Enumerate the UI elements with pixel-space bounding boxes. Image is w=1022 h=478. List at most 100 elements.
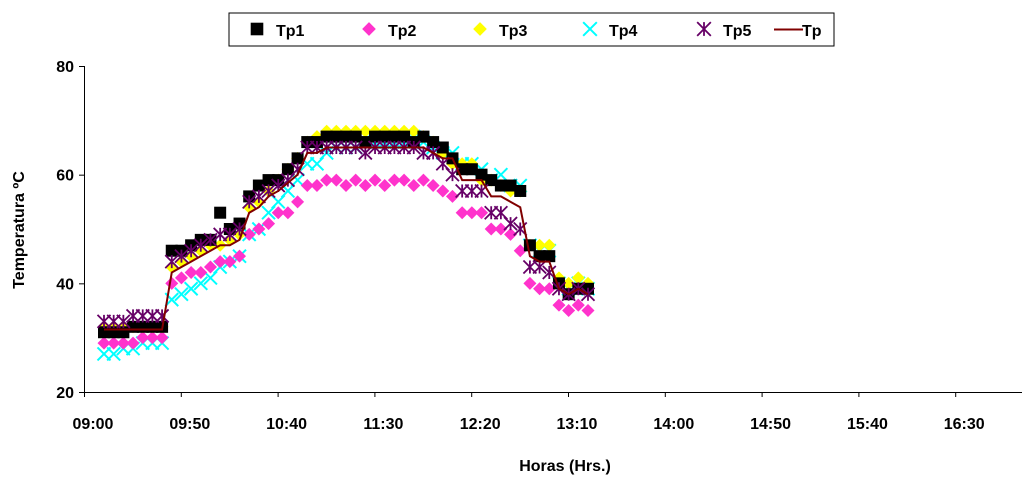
- x-tick-label: 13:10: [557, 416, 598, 433]
- legend-item-tp: Tp: [774, 23, 822, 40]
- point-tp2: [494, 222, 508, 236]
- legend-marker: [250, 22, 264, 36]
- x-axis-title: Horas (Hrs.): [519, 458, 611, 475]
- point-tp2: [397, 173, 411, 187]
- point-tp1: [485, 174, 498, 187]
- point-tp2: [174, 271, 188, 285]
- point-tp1: [388, 130, 401, 143]
- point-tp1: [543, 250, 556, 263]
- point-tp2: [310, 179, 324, 193]
- point-tp2: [203, 260, 217, 274]
- point-tp5: [203, 232, 218, 248]
- legend-label: Tp3: [499, 23, 528, 40]
- point-tp1: [291, 152, 304, 165]
- point-tp1: [320, 130, 333, 143]
- point-tp2: [300, 179, 314, 193]
- point-tp4: [106, 346, 121, 362]
- point-tp2: [504, 227, 518, 241]
- point-tp2: [542, 282, 556, 296]
- point-tp2: [184, 265, 198, 279]
- point-tp1: [504, 179, 517, 192]
- point-tp2: [465, 206, 479, 220]
- x-tick-label: 11:30: [363, 416, 403, 433]
- x-tick-label: 16:30: [944, 416, 985, 433]
- point-tp1: [475, 168, 488, 181]
- point-tp2: [358, 179, 372, 193]
- point-tp2: [455, 206, 469, 220]
- legend-item-tp1: Tp1: [250, 22, 305, 40]
- point-tp2: [513, 244, 527, 258]
- series-line-tp: [104, 146, 589, 331]
- legend-label: Tp2: [388, 23, 417, 40]
- point-tp1: [369, 130, 382, 143]
- legend-label: Tp: [802, 23, 822, 40]
- point-tp3: [533, 238, 547, 252]
- point-tp2: [581, 304, 595, 317]
- point-tp3: [407, 124, 421, 138]
- point-tp2: [523, 276, 537, 290]
- point-tp2: [281, 206, 295, 220]
- point-tp5: [174, 249, 189, 264]
- point-tp2: [107, 336, 121, 350]
- x-tick-label: 15:40: [847, 416, 888, 433]
- point-tp2: [416, 173, 430, 187]
- point-tp2: [242, 227, 256, 241]
- legend-marker: [362, 22, 376, 36]
- point-tp5: [242, 194, 257, 209]
- point-tp5: [358, 145, 373, 161]
- x-tick-label: 10:40: [266, 416, 307, 433]
- point-tp4: [174, 286, 189, 302]
- legend-item-tp2: Tp2: [362, 22, 417, 40]
- point-tp2: [329, 173, 343, 187]
- point-tp1: [494, 179, 507, 192]
- x-tick-label: 09:50: [169, 416, 210, 433]
- y-tick-label: 20: [56, 385, 74, 402]
- point-tp1: [165, 244, 178, 257]
- point-tp4: [193, 276, 209, 291]
- point-tp5: [116, 314, 131, 329]
- point-tp2: [213, 255, 227, 269]
- point-tp2: [562, 304, 576, 317]
- point-tp2: [291, 195, 305, 209]
- axes: [84, 66, 1022, 393]
- point-tp2: [445, 189, 459, 203]
- point-tp3: [571, 271, 585, 285]
- point-tp2: [368, 173, 382, 187]
- legend-marker: [473, 22, 487, 36]
- legend-label: Tp1: [276, 23, 305, 40]
- point-tp1: [523, 239, 536, 252]
- point-tp2: [387, 173, 401, 187]
- point-tp1: [330, 130, 343, 143]
- point-tp2: [552, 298, 566, 312]
- point-tp2: [271, 206, 285, 220]
- point-tp1: [427, 136, 440, 149]
- point-tp1: [281, 163, 294, 176]
- point-tp2: [145, 331, 159, 345]
- point-tp5: [532, 259, 547, 275]
- point-tp5: [503, 216, 518, 231]
- point-tp2: [436, 184, 450, 198]
- legend-item-tp5: Tp5: [696, 21, 752, 40]
- series-tp2: [97, 173, 595, 350]
- point-tp1: [417, 130, 430, 143]
- legend: Tp1 Tp2 Tp3 Tp4 Tp5 Tp: [250, 21, 822, 40]
- point-tp1: [465, 163, 478, 176]
- point-tp2: [349, 173, 363, 187]
- point-tp5: [542, 265, 557, 280]
- legend-marker: [582, 21, 598, 37]
- point-tp2: [320, 173, 334, 187]
- point-tp2: [484, 222, 498, 236]
- point-tp1: [214, 206, 227, 219]
- point-tp2: [126, 336, 140, 350]
- x-tick-label: 09:00: [73, 416, 114, 433]
- y-tick-label: 40: [56, 276, 74, 293]
- y-tick-label: 80: [56, 59, 74, 76]
- point-tp1: [359, 136, 372, 149]
- y-axis-title: Temperatura ºC: [11, 171, 28, 289]
- x-tick-label: 14:50: [750, 416, 791, 433]
- legend-label: Tp4: [609, 23, 638, 40]
- point-tp1: [436, 141, 449, 154]
- point-tp1: [398, 130, 411, 143]
- point-tp1: [378, 130, 391, 143]
- point-tp5: [222, 227, 237, 242]
